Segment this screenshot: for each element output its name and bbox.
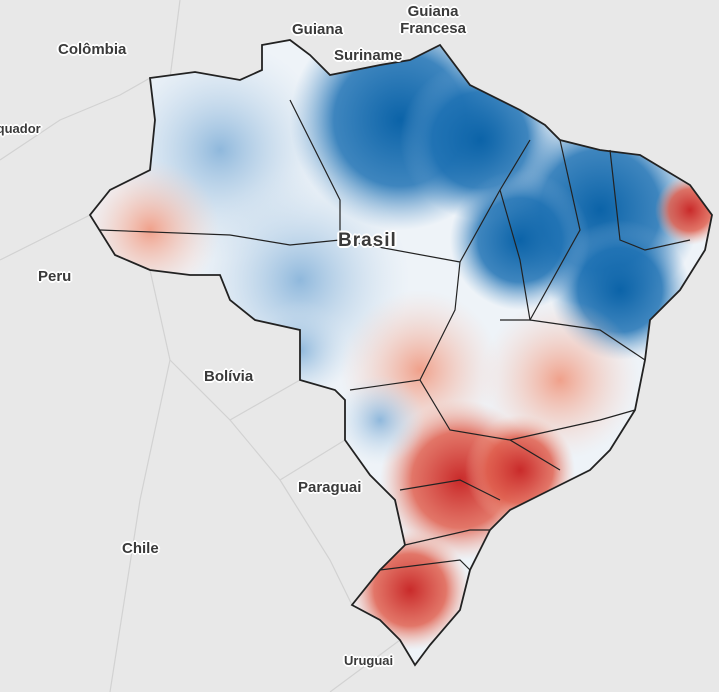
country-label: Uruguai: [344, 653, 394, 668]
state-borders: [88, 39, 713, 667]
country-label: Guiana Francesa: [400, 3, 466, 37]
country-label: Equador: [0, 121, 41, 136]
background-borders: [0, 0, 401, 692]
country-label: Brasil: [338, 230, 397, 251]
country-label: Colômbia: [58, 41, 127, 58]
country-label: Bolívia: [204, 368, 254, 385]
country-label: Peru: [38, 268, 72, 285]
country-label: Paraguai: [298, 479, 362, 496]
country-label: Chile: [122, 540, 159, 557]
country-label: Guiana: [292, 21, 343, 38]
country-label: Suriname: [334, 47, 403, 64]
